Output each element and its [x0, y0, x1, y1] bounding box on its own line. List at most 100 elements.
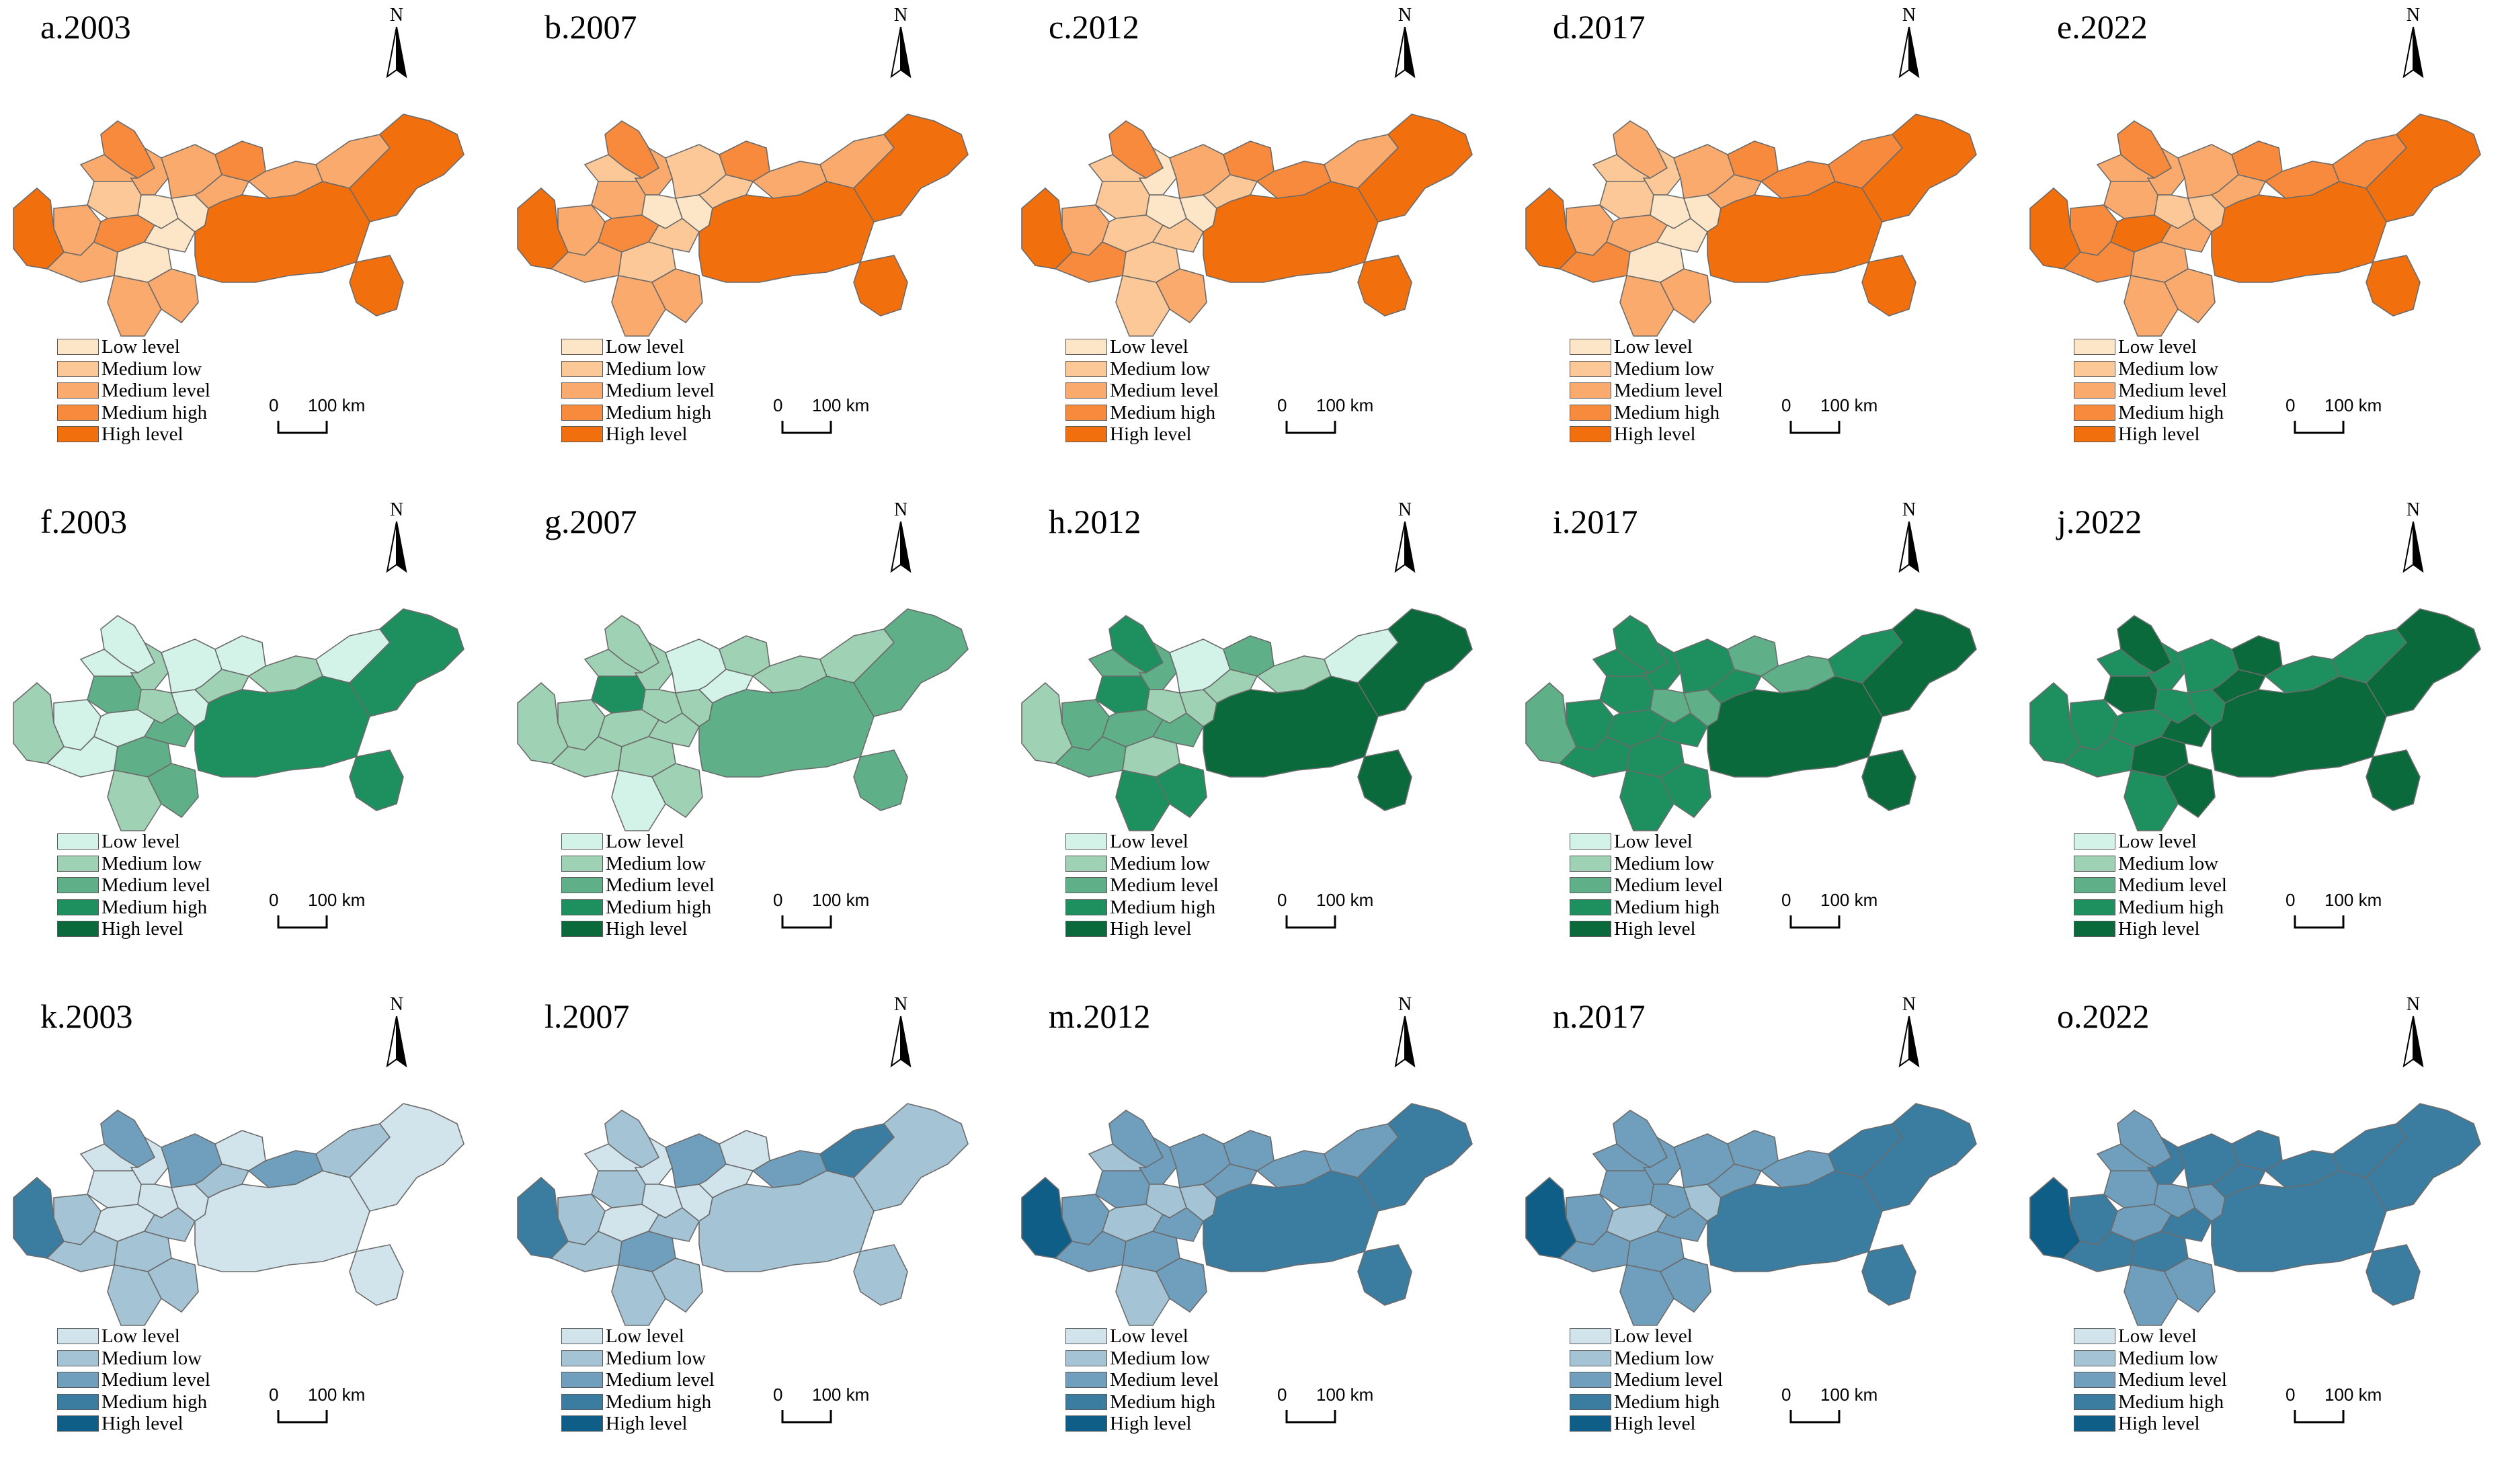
legend-label: Medium high	[606, 896, 712, 918]
legend-swatch	[2074, 899, 2115, 915]
scale-distance-label: 100 km	[2325, 395, 2382, 415]
scale-bar: 0 100 km	[1277, 395, 1385, 449]
county-region	[349, 1244, 404, 1306]
county-region	[852, 114, 969, 222]
scale-distance-value: 100	[1820, 395, 1850, 415]
north-label: N	[2406, 5, 2421, 26]
choropleth-map	[1525, 608, 1977, 831]
county-region	[2365, 114, 2481, 222]
map-panel: g.2007 N Low level Medium low Medium level Me…	[504, 495, 1005, 989]
county-region	[2163, 763, 2216, 819]
county-region	[2103, 177, 2158, 219]
county-region	[1088, 649, 1147, 677]
panel-title: f.2003	[40, 503, 128, 540]
north-label: N	[1902, 499, 1916, 520]
panel-title: c.2012	[1049, 8, 1139, 46]
county-region	[1656, 218, 1709, 253]
county-region	[647, 712, 700, 747]
north-label: N	[893, 994, 908, 1015]
county-region	[647, 1207, 700, 1242]
north-arrow-icon: N	[881, 995, 921, 1075]
county-region	[1861, 114, 1977, 222]
county-region	[1592, 154, 1652, 182]
county-region	[1861, 1244, 1916, 1306]
legend-swatch	[2074, 404, 2115, 421]
legend-swatch	[1065, 877, 1107, 893]
legend-swatch	[2074, 426, 2115, 442]
choropleth-map	[2029, 1103, 2481, 1326]
legend-label: Medium high	[1614, 401, 1720, 423]
north-label: N	[1902, 5, 1916, 26]
scale-distance-value: 100	[812, 1385, 842, 1405]
legend-label: Low level	[2118, 831, 2197, 852]
legend-label: Medium low	[1614, 1347, 1715, 1369]
legend-swatch	[1065, 382, 1107, 399]
county-region	[348, 1103, 464, 1212]
scale-zero-label: 0	[2286, 1385, 2296, 1405]
county-region	[1155, 763, 1207, 819]
scale-unit: km	[2358, 1385, 2382, 1405]
scale-unit: km	[341, 890, 366, 910]
county-region	[2160, 218, 2213, 253]
county-region	[1599, 1167, 1654, 1208]
scale-bar: 0 100 km	[269, 890, 376, 944]
legend-label: Low level	[1614, 336, 1693, 358]
scale-distance-label: 100 km	[308, 395, 365, 415]
north-arrow-icon: N	[1385, 500, 1425, 581]
legend-swatch	[57, 360, 99, 377]
legend-label: Medium level	[2118, 1369, 2227, 1391]
map-panel: n.2017 N Low level Medium low Medium level Me…	[1512, 989, 2013, 1484]
scale-zero-label: 0	[773, 1385, 783, 1405]
county-region	[583, 649, 643, 677]
legend-label: Medium high	[102, 1391, 208, 1413]
legend-label: Medium low	[2118, 1347, 2219, 1369]
scale-zero-label: 0	[1277, 1385, 1287, 1405]
choropleth-map	[517, 114, 969, 337]
scale-unit: km	[846, 1385, 870, 1405]
scale-unit: km	[1350, 395, 1374, 415]
scale-unit: km	[1854, 890, 1878, 910]
legend-label: Low level	[102, 831, 180, 852]
legend-swatch	[561, 339, 603, 355]
scale-zero-label: 0	[269, 395, 279, 415]
legend-label: High level	[606, 918, 688, 940]
north-label: N	[2406, 994, 2421, 1015]
choropleth-map	[1525, 114, 1977, 337]
north-arrow-icon: N	[1385, 995, 1425, 1075]
legend-swatch	[57, 1372, 99, 1388]
scale-distance-label: 100 km	[812, 395, 869, 415]
map-panel: o.2022 N Low level Medium low Medium level Me…	[2017, 989, 2506, 1484]
panel-title: h.2012	[1049, 503, 1141, 540]
legend-label: Medium level	[1110, 1369, 1219, 1391]
scale-bar: 0 100 km	[2286, 1385, 2393, 1438]
county-region	[1357, 749, 1412, 811]
county-region	[1592, 649, 1652, 677]
north-label: N	[389, 994, 404, 1015]
county-region	[1659, 1258, 1711, 1313]
legend-swatch	[1570, 382, 1611, 399]
north-label: N	[1902, 994, 1916, 1015]
legend-label: Medium high	[1110, 896, 1216, 918]
legend-label: Medium level	[1110, 874, 1219, 896]
scale-bar: 0 100 km	[1781, 395, 1889, 449]
legend-swatch	[1570, 899, 1611, 915]
legend-label: High level	[1614, 423, 1696, 445]
legend-swatch	[2074, 833, 2115, 850]
county-region	[1861, 1103, 1977, 1212]
county-region	[852, 1103, 969, 1212]
county-region	[1357, 608, 1473, 717]
legend-swatch	[57, 877, 99, 893]
legend-swatch	[1570, 1393, 1611, 1410]
county-region	[348, 114, 464, 222]
scale-distance-value: 100	[1316, 395, 1346, 415]
county-region	[349, 255, 404, 317]
legend-label: Medium low	[1110, 1347, 1211, 1369]
legend-swatch	[561, 833, 603, 850]
scale-distance-label: 100 km	[2325, 890, 2382, 910]
scale-zero-label: 0	[2286, 890, 2296, 910]
legend-label: Medium low	[1110, 358, 1211, 380]
legend-label: Medium level	[2118, 874, 2227, 896]
legend-swatch	[1570, 404, 1611, 421]
legend-label: Low level	[606, 1325, 684, 1347]
legend-swatch	[1065, 1393, 1107, 1410]
